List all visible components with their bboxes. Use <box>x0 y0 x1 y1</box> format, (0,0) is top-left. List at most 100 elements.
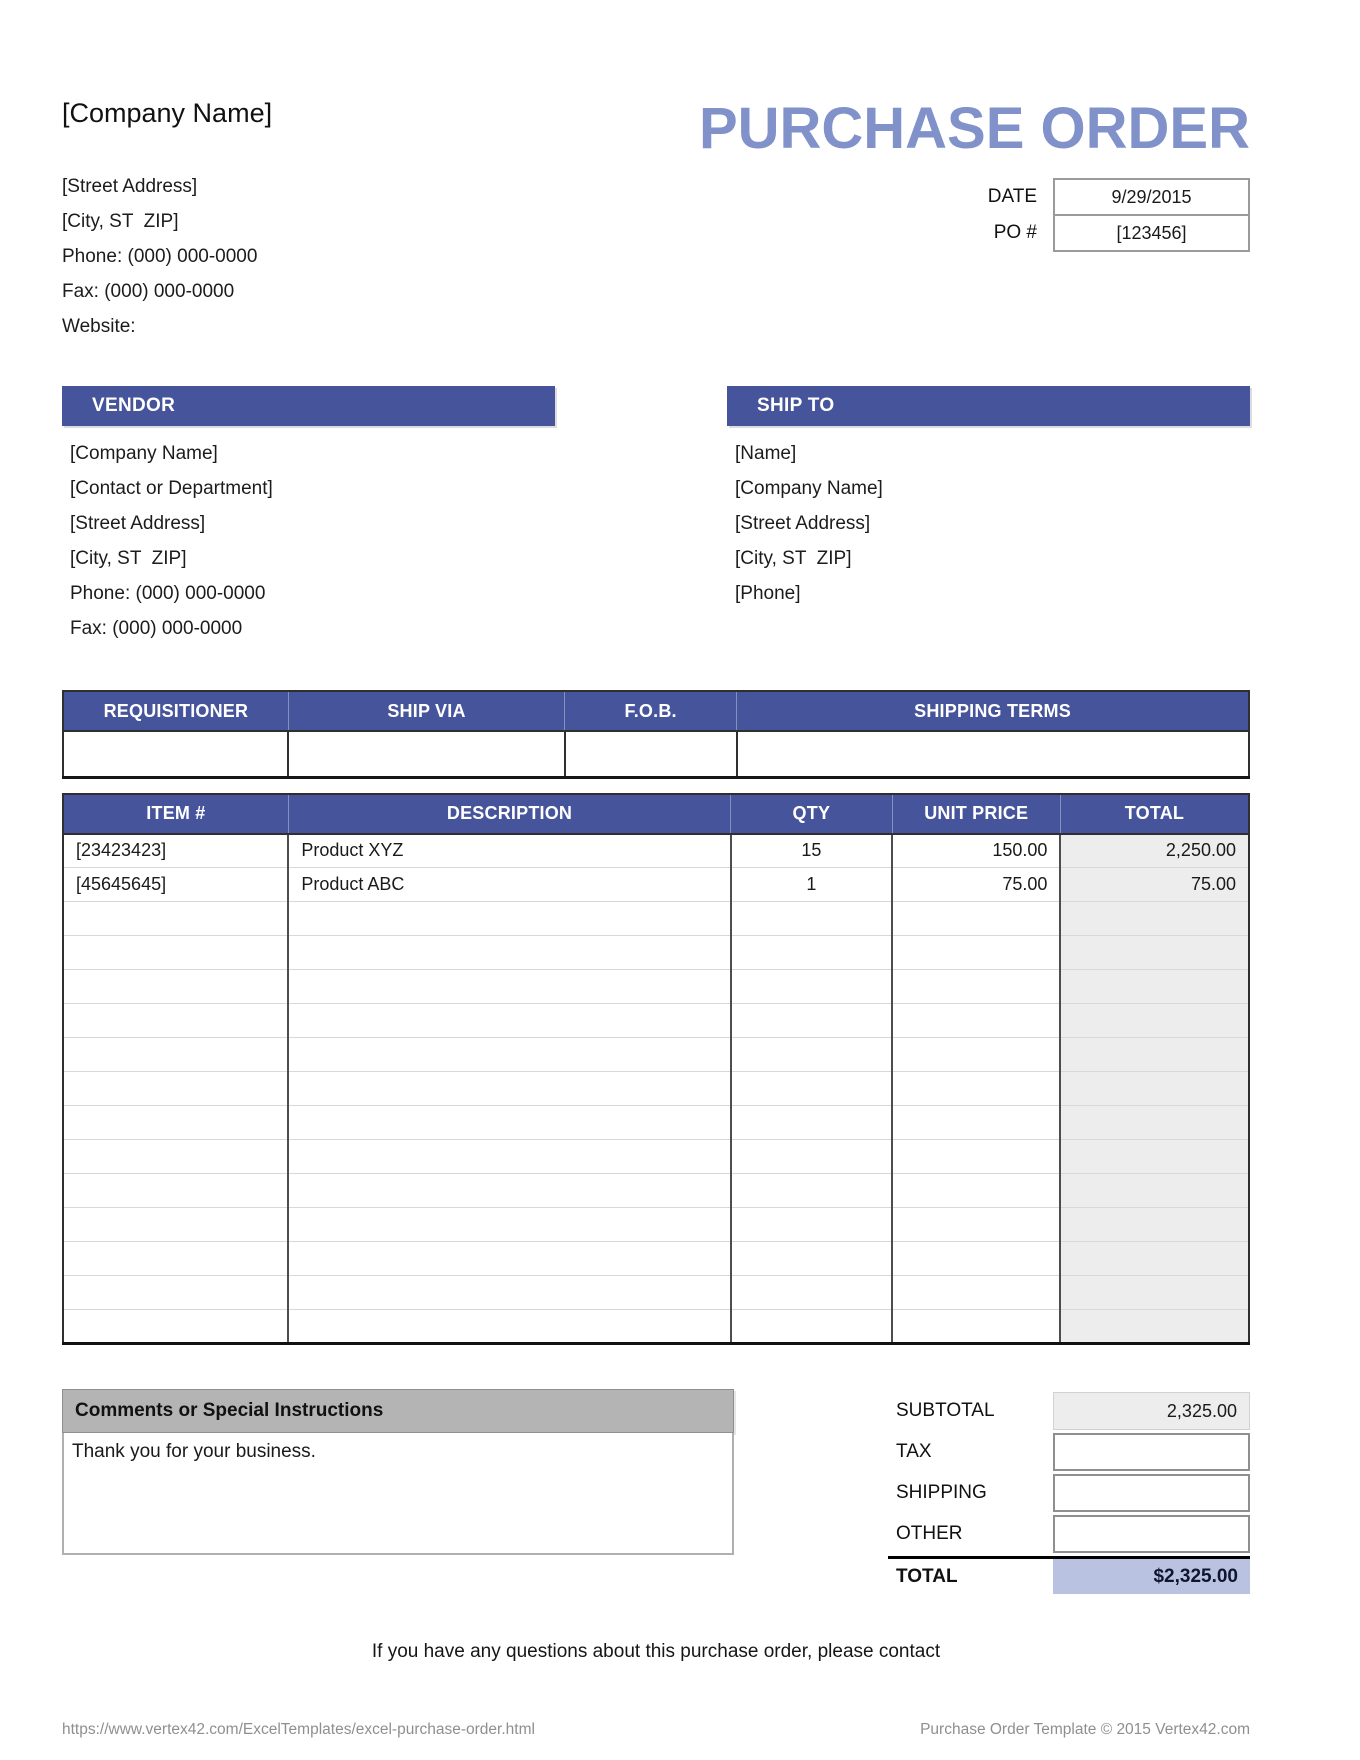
item-cell-total[interactable] <box>1060 1275 1249 1310</box>
item-cell-item[interactable] <box>63 1071 290 1106</box>
po-number-field[interactable]: [123456] <box>1053 214 1250 252</box>
item-cell-item[interactable] <box>63 901 290 936</box>
item-cell-item[interactable] <box>63 1037 290 1072</box>
item-cell-item[interactable] <box>63 1003 290 1038</box>
item-cell-total[interactable] <box>1060 1309 1249 1344</box>
item-cell-total[interactable]: 75.00 <box>1060 867 1249 902</box>
item-cell-qty[interactable] <box>730 901 894 936</box>
item-cell-description[interactable] <box>288 901 732 936</box>
item-cell-unit-price[interactable] <box>892 1071 1062 1106</box>
item-cell-qty[interactable] <box>730 1241 894 1276</box>
item-cell-item[interactable] <box>63 1241 290 1276</box>
ship-to-city[interactable]: [City, ST ZIP] <box>735 548 852 569</box>
item-cell-total[interactable] <box>1060 1139 1249 1174</box>
item-cell-unit-price[interactable] <box>892 1309 1062 1344</box>
item-cell-total[interactable] <box>1060 1037 1249 1072</box>
item-cell-description[interactable] <box>288 935 732 970</box>
ship-to-company[interactable]: [Company Name] <box>735 478 883 499</box>
vendor-street[interactable]: [Street Address] <box>70 513 206 534</box>
item-cell-description[interactable] <box>288 1037 732 1072</box>
item-cell-qty[interactable] <box>730 1173 894 1208</box>
company-phone[interactable]: Phone: (000) 000-0000 <box>62 246 258 267</box>
item-cell-unit-price[interactable] <box>892 969 1062 1004</box>
vendor-fax[interactable]: Fax: (000) 000-0000 <box>70 618 243 639</box>
item-cell-qty[interactable] <box>730 935 894 970</box>
item-cell-unit-price[interactable] <box>892 1037 1062 1072</box>
item-cell-total[interactable] <box>1060 1003 1249 1038</box>
item-cell-item[interactable]: [45645645] <box>63 867 290 902</box>
tax-field[interactable] <box>1053 1433 1250 1471</box>
item-cell-description[interactable] <box>288 1139 732 1174</box>
item-cell-unit-price[interactable]: 75.00 <box>892 867 1062 902</box>
item-cell-total[interactable] <box>1060 1241 1249 1276</box>
item-cell-unit-price[interactable] <box>892 1173 1062 1208</box>
item-cell-total[interactable] <box>1060 1173 1249 1208</box>
comments-field[interactable]: Thank you for your business. <box>62 1433 734 1555</box>
item-cell-qty[interactable] <box>730 1139 894 1174</box>
date-field[interactable]: 9/29/2015 <box>1053 178 1250 216</box>
item-cell-description[interactable] <box>288 1105 732 1140</box>
item-cell-qty[interactable] <box>730 1105 894 1140</box>
item-cell-unit-price[interactable] <box>892 1105 1062 1140</box>
ship-to-phone[interactable]: [Phone] <box>735 583 801 604</box>
item-cell-total[interactable] <box>1060 1207 1249 1242</box>
item-cell-description[interactable] <box>288 1309 732 1344</box>
item-cell-unit-price[interactable] <box>892 1003 1062 1038</box>
item-cell-unit-price[interactable] <box>892 935 1062 970</box>
item-cell-description[interactable]: Product XYZ <box>288 833 732 868</box>
item-cell-qty[interactable] <box>730 1071 894 1106</box>
item-cell-qty[interactable] <box>730 1275 894 1310</box>
item-cell-item[interactable] <box>63 1275 290 1310</box>
vendor-company[interactable]: [Company Name] <box>70 443 218 464</box>
ship-to-street[interactable]: [Street Address] <box>735 513 871 534</box>
item-cell-item[interactable] <box>63 969 290 1004</box>
item-cell-total[interactable] <box>1060 901 1249 936</box>
requisitioner-field[interactable] <box>63 731 290 777</box>
item-cell-unit-price[interactable] <box>892 901 1062 936</box>
ship-to-name[interactable]: [Name] <box>735 443 797 464</box>
item-cell-total[interactable] <box>1060 1071 1249 1106</box>
item-cell-description[interactable]: Product ABC <box>288 867 732 902</box>
item-cell-qty[interactable] <box>730 1037 894 1072</box>
item-cell-qty[interactable] <box>730 1309 894 1344</box>
company-fax[interactable]: Fax: (000) 000-0000 <box>62 281 235 302</box>
company-website[interactable]: Website: <box>62 316 136 337</box>
ship-via-field[interactable] <box>288 731 566 777</box>
item-cell-item[interactable] <box>63 1309 290 1344</box>
item-cell-total[interactable] <box>1060 1105 1249 1140</box>
item-cell-item[interactable] <box>63 1105 290 1140</box>
item-cell-qty[interactable]: 1 <box>730 867 894 902</box>
item-cell-qty[interactable] <box>730 1003 894 1038</box>
item-cell-description[interactable] <box>288 969 732 1004</box>
item-cell-unit-price[interactable] <box>892 1275 1062 1310</box>
item-cell-total[interactable]: 2,250.00 <box>1060 833 1249 868</box>
item-cell-qty[interactable] <box>730 1207 894 1242</box>
vendor-phone[interactable]: Phone: (000) 000-0000 <box>70 583 266 604</box>
shipping-terms-field[interactable] <box>736 731 1249 777</box>
item-cell-item[interactable]: [23423423] <box>63 833 290 868</box>
item-cell-unit-price[interactable] <box>892 1207 1062 1242</box>
item-cell-unit-price[interactable]: 150.00 <box>892 833 1062 868</box>
item-cell-description[interactable] <box>288 1207 732 1242</box>
item-cell-total[interactable] <box>1060 935 1249 970</box>
item-cell-qty[interactable] <box>730 969 894 1004</box>
item-cell-description[interactable] <box>288 1275 732 1310</box>
company-city[interactable]: [City, ST ZIP] <box>62 211 179 232</box>
company-name[interactable]: [Company Name] <box>62 98 273 128</box>
item-cell-item[interactable] <box>63 935 290 970</box>
item-cell-unit-price[interactable] <box>892 1241 1062 1276</box>
vendor-city[interactable]: [City, ST ZIP] <box>70 548 187 569</box>
item-cell-description[interactable] <box>288 1071 732 1106</box>
fob-field[interactable] <box>564 731 738 777</box>
item-cell-description[interactable] <box>288 1173 732 1208</box>
company-street[interactable]: [Street Address] <box>62 176 198 197</box>
item-cell-description[interactable] <box>288 1003 732 1038</box>
item-cell-item[interactable] <box>63 1139 290 1174</box>
shipping-field[interactable] <box>1053 1474 1250 1512</box>
item-cell-unit-price[interactable] <box>892 1139 1062 1174</box>
item-cell-item[interactable] <box>63 1207 290 1242</box>
item-cell-description[interactable] <box>288 1241 732 1276</box>
other-field[interactable] <box>1053 1515 1250 1553</box>
item-cell-total[interactable] <box>1060 969 1249 1004</box>
vendor-contact[interactable]: [Contact or Department] <box>70 478 273 499</box>
